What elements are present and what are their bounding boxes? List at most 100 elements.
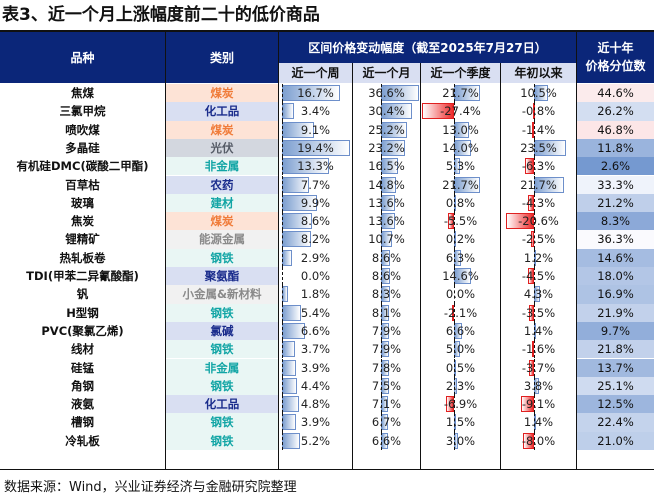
change-value: 14.0% [442,140,479,155]
data-bar [531,341,534,358]
bar-axis [454,193,455,213]
commodity-name: 喷吹煤 [65,122,100,137]
bar-axis [454,376,455,396]
bar-axis [282,102,283,121]
data-bar [451,304,454,321]
change-value: -20.6% [518,214,559,229]
bar-axis [282,138,283,158]
change-value: -0.8% [521,104,556,119]
change-value: -2.1% [443,305,478,320]
change-week-cell: 19.4% [279,138,352,158]
table-row: 喷吹煤 煤炭 9.1% 25.2% 13.0% -1.4% 46.8% [0,120,654,139]
change-value: 3.9% [300,415,331,430]
commodity-name: 冷轧板 [65,433,100,448]
bar-axis [381,212,382,231]
bar-axis [454,267,455,286]
percentile-cell: 11.8% [577,138,654,158]
category-badge: 钢铁 [166,376,278,396]
bar-axis [282,193,283,213]
data-bar [527,268,534,284]
bar-axis [381,303,382,322]
change-value: 7.8% [371,360,402,375]
table-row: 有机硅DMC(碳酸二甲酯) 非金属 13.3% 16.5% 5.3% -6.3% 2.6% [0,157,654,176]
bar-axis [534,84,535,103]
bar-axis [534,193,535,213]
header-category-label: 类别 [209,51,234,65]
header-percentile: 近十年 价格分位数 [577,32,654,83]
change-value: 1.4% [523,415,554,430]
percentile-cell: 25.1% [577,376,654,396]
bar-axis [454,395,455,414]
table-bottom-rule [0,469,654,470]
change-value: 9.1% [300,122,331,137]
change-value: -8.0% [521,433,556,448]
change-value: 23.5% [520,140,557,155]
change-week-cell: 9.9% [279,193,352,213]
change-value: 6.3% [445,250,476,265]
data-bar [505,213,534,230]
change-quarter-cell: 21.7% [421,84,500,103]
change-week-cell: 0.0% [279,267,352,286]
bar-axis [534,358,535,377]
change-value: 6.6% [300,323,331,338]
change-value: -9.1% [521,397,556,412]
change-ytd-cell: -8.0% [501,431,576,450]
change-quarter-cell: 0.0% [421,285,500,304]
bar-axis [381,248,382,267]
bar-axis [381,358,382,377]
change-value: 7.9% [371,342,402,357]
change-month-cell: 16.5% [353,157,420,176]
change-quarter-cell: 6.3% [421,248,500,267]
bar-axis [381,285,382,304]
change-ytd-cell: 4.3% [501,285,576,304]
change-value: -1.6% [521,342,556,357]
table-row: 焦煤 煤炭 16.7% 36.6% 21.7% 10.5% 44.6% [0,84,654,103]
bar-axis [534,120,535,139]
category-badge: 光伏 [166,138,278,158]
percentile-cell: 26.2% [577,102,654,121]
change-week-cell: 4.4% [279,376,352,396]
header-name: 品种 [0,32,165,83]
change-ytd-cell: -1.6% [501,340,576,359]
change-quarter-cell: 0.8% [421,193,500,213]
change-value: 14.6% [442,269,479,283]
bar-axis [454,120,455,139]
change-month-cell: 13.6% [353,193,420,213]
change-quarter-cell: 21.7% [421,175,500,194]
change-value: 5.2% [300,433,331,448]
percentile-cell: 8.3% [577,212,654,231]
change-ytd-cell: -20.6% [501,212,576,231]
category-badge: 钢铁 [166,303,278,322]
change-value: 14.8% [368,177,405,192]
change-value: 8.2% [300,232,331,247]
percentile-cell: 13.7% [577,358,654,377]
commodity-name: 玻璃 [71,195,94,210]
percentile-cell: 14.6% [577,248,654,267]
percentile-cell: 16.9% [577,285,654,304]
change-value: 0.5% [445,360,476,375]
table-row: 焦炭 煤炭 8.6% 13.6% -5.5% -20.6% 8.3% [0,212,654,231]
change-value: -2.5% [521,232,556,247]
category-badge: 钢铁 [166,248,278,267]
change-value: 16.5% [368,159,405,174]
bar-axis [282,413,283,432]
change-ytd-cell: -3.5% [501,303,576,322]
bar-axis [454,285,455,304]
change-value: 21.7% [520,177,557,192]
change-value: 8.1% [371,305,402,320]
change-ytd-cell: -9.1% [501,395,576,414]
change-quarter-cell: 5.0% [421,340,500,359]
category-badge: 小金属&新材料 [166,285,278,304]
change-month-cell: 8.3% [353,285,420,304]
bar-axis [534,267,535,286]
change-value: 4.4% [300,378,331,393]
data-bar [525,158,534,175]
bar-axis [454,212,455,231]
category-badge: 建材 [166,193,278,213]
change-month-cell: 23.2% [353,138,420,158]
column-divider [420,63,421,469]
commodity-name: 硅锰 [71,360,94,375]
bar-axis [282,230,283,249]
bar-axis [534,175,535,194]
change-quarter-cell: 14.6% [421,267,500,286]
